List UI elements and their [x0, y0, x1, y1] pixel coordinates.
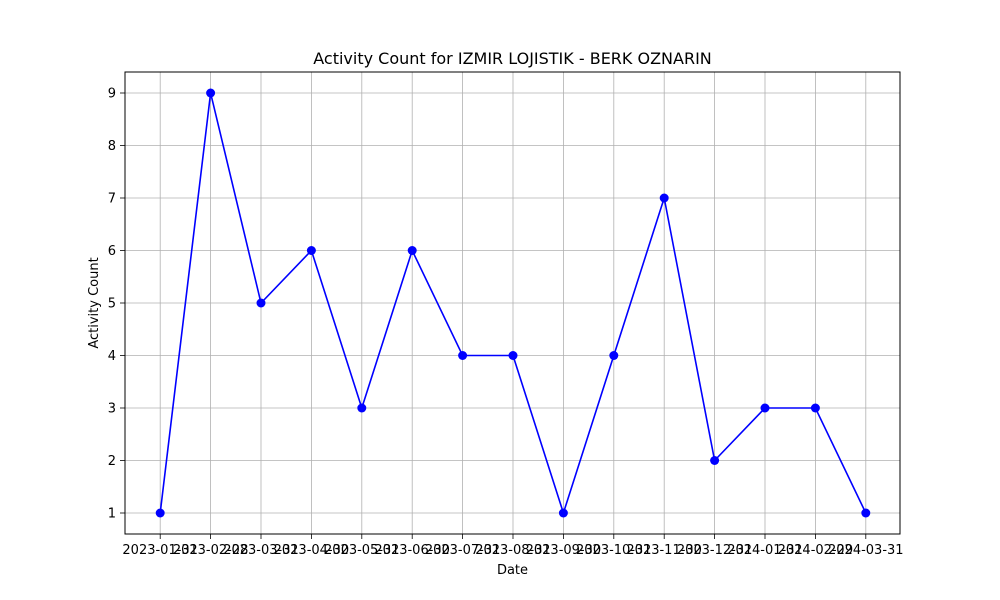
data-point: [760, 403, 770, 413]
data-point: [710, 456, 720, 465]
data-point: [155, 508, 165, 518]
data-point: [861, 508, 871, 518]
x-tick-label: 2023-06-30: [374, 543, 450, 558]
y-tick-label: 1: [108, 507, 116, 522]
series-layer: [155, 88, 871, 518]
y-tick-label: 4: [108, 349, 116, 364]
x-tick-label: 2023-12-31: [677, 543, 753, 558]
data-point: [256, 298, 266, 308]
data-point: [558, 508, 568, 518]
x-tick-label: 2024-01-31: [727, 543, 803, 558]
data-point: [357, 403, 367, 413]
x-tick-label: 2023-05-31: [324, 543, 400, 558]
x-tick-label: 2023-10-31: [576, 543, 652, 558]
data-point: [508, 351, 518, 360]
x-tick-label: 2023-07-31: [425, 543, 501, 558]
data-point: [609, 351, 619, 360]
data-point: [810, 403, 820, 413]
y-tick-label: 7: [108, 192, 116, 207]
x-tick-label: 2023-11-30: [626, 543, 702, 558]
x-tick-label: 2023-03-31: [223, 543, 299, 558]
y-axis-label: Activity Count: [87, 257, 102, 348]
y-tick-label: 8: [108, 139, 116, 154]
x-tick-label: 2023-04-30: [274, 543, 350, 558]
x-tick-label: 2023-09-30: [526, 543, 602, 558]
axis-ticks: 2023-01-312023-02-282023-03-312023-04-30…: [108, 87, 904, 559]
chart-title: Activity Count for IZMIR LOJISTIK - BERK…: [313, 49, 712, 68]
x-tick-label: 2023-01-31: [122, 543, 198, 558]
data-point: [306, 246, 316, 255]
x-tick-label: 2023-08-31: [475, 543, 551, 558]
data-point: [659, 193, 669, 203]
data-point: [458, 351, 468, 360]
data-point: [206, 88, 216, 98]
x-tick-label: 2024-02-29: [778, 543, 854, 558]
y-tick-label: 6: [108, 244, 116, 259]
data-point: [407, 246, 417, 255]
y-tick-label: 3: [108, 402, 116, 417]
y-tick-label: 5: [108, 297, 116, 312]
y-tick-label: 2: [108, 454, 116, 469]
x-tick-label: 2023-02-28: [173, 543, 249, 558]
plot-frame: [124, 71, 901, 535]
x-axis-label: Date: [497, 563, 528, 578]
y-tick-label: 9: [108, 87, 116, 102]
x-tick-label: 2024-03-31: [828, 543, 904, 558]
grid: [125, 72, 900, 534]
